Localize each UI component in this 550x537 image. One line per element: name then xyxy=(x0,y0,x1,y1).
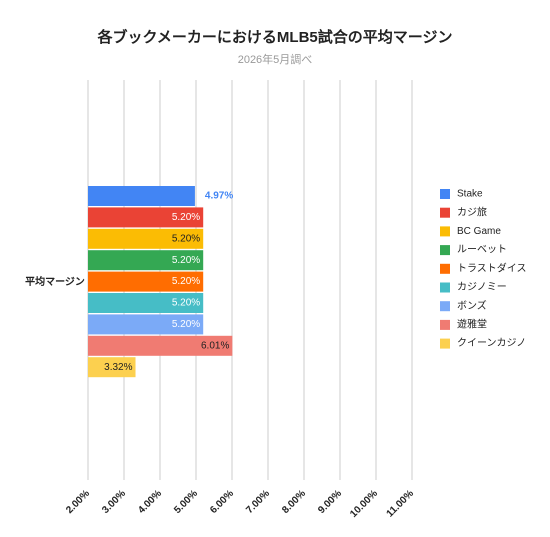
bar xyxy=(88,293,204,313)
legend-label: カジ旅 xyxy=(457,205,487,218)
legend-swatch xyxy=(440,207,450,218)
bar xyxy=(88,186,195,206)
data-label: 5.20% xyxy=(172,276,200,287)
bar xyxy=(88,314,204,335)
bar xyxy=(88,357,136,378)
legend-label: カジノミー xyxy=(457,281,507,293)
data-label: 5.20% xyxy=(172,298,200,309)
bar xyxy=(88,228,204,249)
bar xyxy=(88,335,233,356)
legend-swatch xyxy=(440,189,450,199)
y-tick-label: 平均マージン xyxy=(25,275,85,288)
legend-label: Stake xyxy=(457,189,483,200)
legend-label: ボンズ xyxy=(457,299,487,312)
legend-swatch xyxy=(440,338,450,349)
chart-subtitle: 2026年5月調べ xyxy=(238,52,313,66)
legend-label: クイーンカジノ xyxy=(457,337,526,349)
legend-label: BC Game xyxy=(457,226,501,237)
data-label: 5.20% xyxy=(172,255,200,266)
legend-label: 遊雅堂 xyxy=(457,318,487,331)
legend-swatch xyxy=(440,226,450,237)
legend-swatch xyxy=(440,282,450,293)
data-label: 5.20% xyxy=(172,233,200,244)
bar xyxy=(88,271,204,292)
data-label: 4.97% xyxy=(205,191,233,202)
legend-swatch xyxy=(440,263,450,274)
data-label: 5.20% xyxy=(172,319,200,330)
legend-label: トラストダイス xyxy=(457,261,527,274)
legend-label: ルーベット xyxy=(457,244,507,256)
bar xyxy=(88,250,204,271)
legend-swatch xyxy=(440,301,450,312)
chart-title: 各ブックメーカーにおけるMLB5試合の平均マージン xyxy=(97,28,453,46)
data-label: 5.20% xyxy=(172,212,200,223)
legend-swatch xyxy=(440,245,450,256)
data-label: 3.32% xyxy=(104,362,132,373)
data-label: 6.01% xyxy=(201,340,229,351)
bar xyxy=(88,207,204,228)
legend-swatch xyxy=(440,319,450,330)
